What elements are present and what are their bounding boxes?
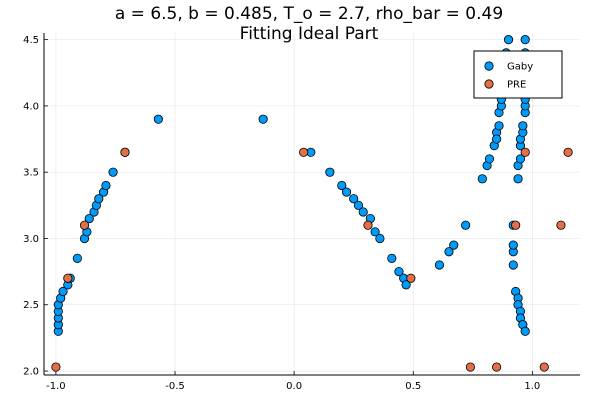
legend-marker-pre bbox=[484, 79, 494, 89]
legend-marker-gaby bbox=[484, 61, 494, 71]
grid-lines bbox=[44, 33, 580, 375]
data-point-gaby bbox=[508, 260, 518, 270]
data-point-gaby bbox=[101, 180, 111, 191]
x-tick-label: 0.5 bbox=[405, 381, 421, 392]
data-point-pre bbox=[363, 220, 373, 230]
data-point-gaby bbox=[477, 174, 487, 184]
data-point-gaby bbox=[325, 167, 335, 177]
data-point-gaby bbox=[375, 233, 385, 244]
data-point-pre bbox=[511, 220, 521, 230]
data-point-pre bbox=[520, 147, 530, 157]
y-tick-label: 2.0 bbox=[23, 367, 39, 378]
y-tick-label: 4.0 bbox=[23, 101, 39, 112]
data-point-gaby bbox=[353, 200, 364, 210]
data-point-pre bbox=[79, 220, 90, 230]
data-point-gaby bbox=[494, 121, 504, 131]
series-pre bbox=[51, 147, 573, 372]
data-point-gaby bbox=[370, 227, 380, 237]
data-point-gaby bbox=[387, 253, 397, 263]
data-point-gaby bbox=[341, 187, 352, 197]
x-tick-label: -1.0 bbox=[46, 381, 66, 392]
data-point-gaby bbox=[520, 326, 530, 336]
data-point-gaby bbox=[513, 174, 523, 184]
data-point-gaby bbox=[394, 267, 404, 277]
data-point-gaby bbox=[508, 240, 518, 250]
tick-labels: -1.0 -0.5 0.0 0.5 1.0 2.0 2.5 3.0 3.5 4.0 4.5 bbox=[23, 35, 540, 392]
data-point-gaby bbox=[258, 114, 268, 124]
x-tick-label: -0.5 bbox=[165, 381, 185, 392]
legend-box bbox=[473, 50, 563, 99]
data-point-pre bbox=[51, 362, 61, 372]
legend: Gaby PRE bbox=[473, 50, 563, 99]
series-gaby bbox=[53, 35, 530, 336]
data-point-gaby bbox=[484, 154, 495, 164]
data-point-gaby bbox=[492, 134, 502, 144]
data-point-gaby bbox=[444, 247, 454, 257]
axes bbox=[43, 33, 580, 376]
data-point-gaby bbox=[461, 220, 471, 230]
chart-title: a = 6.5, b = 0.485, T_o = 2.7, rho_bar =… bbox=[115, 4, 503, 24]
data-point-gaby bbox=[58, 286, 68, 297]
y-tick-label: 4.5 bbox=[23, 35, 39, 46]
data-point-pre bbox=[539, 362, 549, 372]
data-point-gaby bbox=[358, 207, 368, 217]
x-tick-label: 0.0 bbox=[286, 381, 302, 392]
data-point-gaby bbox=[108, 167, 118, 177]
data-point-gaby bbox=[94, 194, 104, 204]
data-point-gaby bbox=[337, 180, 347, 191]
data-point-pre bbox=[299, 147, 309, 157]
y-tick-label: 2.5 bbox=[23, 300, 39, 311]
data-point-gaby bbox=[153, 114, 163, 124]
data-point-pre bbox=[465, 362, 476, 372]
data-point-pre bbox=[556, 220, 566, 230]
data-point-gaby bbox=[84, 213, 94, 224]
data-point-pre bbox=[563, 147, 573, 157]
data-point-gaby bbox=[401, 280, 411, 290]
x-tick-label: 1.0 bbox=[524, 381, 540, 392]
data-point-pre bbox=[63, 273, 73, 283]
data-point-pre bbox=[492, 362, 502, 372]
data-point-gaby bbox=[520, 35, 530, 45]
legend-label-gaby: Gaby bbox=[507, 62, 533, 73]
y-tick-label: 3.0 bbox=[23, 234, 39, 245]
chart-subtitle: Fitting Ideal Part bbox=[240, 24, 379, 44]
data-point-pre bbox=[120, 147, 130, 157]
data-point-gaby bbox=[503, 35, 514, 45]
data-point-gaby bbox=[72, 253, 82, 263]
data-point-pre bbox=[406, 273, 416, 283]
data-point-gaby bbox=[434, 260, 445, 270]
data-point-gaby bbox=[449, 240, 459, 250]
y-tick-label: 3.5 bbox=[23, 168, 39, 179]
legend-label-pre: PRE bbox=[507, 80, 526, 91]
data-point-gaby bbox=[518, 121, 528, 131]
data-point-gaby bbox=[515, 154, 526, 164]
data-point-gaby bbox=[349, 194, 359, 204]
